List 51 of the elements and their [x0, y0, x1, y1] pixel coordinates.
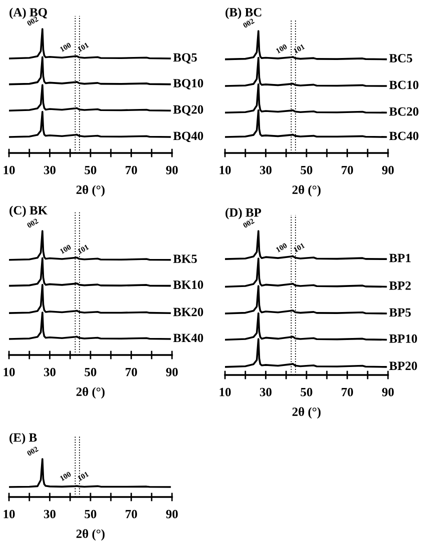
x-tick-label: 10 — [4, 166, 15, 174]
x-tick-label: 90 — [382, 388, 394, 396]
chart-title: (D) BP — [226, 208, 262, 220]
x-tick-label: 90 — [166, 510, 178, 518]
x-tick-label: 50 — [84, 166, 96, 174]
series-label: BK10 — [173, 280, 204, 289]
x-tick-label: 70 — [342, 166, 354, 174]
x-tick-label: 30 — [260, 388, 272, 396]
series-label: BQ5 — [173, 53, 197, 64]
x-tick-label: 50 — [84, 368, 96, 376]
series-label: BQ20 — [173, 105, 204, 116]
series-label: BP20 — [389, 362, 418, 370]
x-axis-title: 2θ (°) — [76, 185, 105, 197]
series-label: BK20 — [173, 308, 204, 316]
x-tick-label: 90 — [166, 368, 178, 376]
x-tick-label: 50 — [300, 166, 312, 174]
x-axis-title: 2θ (°) — [76, 529, 105, 541]
x-axis-title: 2θ (°) — [76, 387, 105, 399]
series-label: BC5 — [389, 54, 412, 62]
x-axis-title: 2θ (°) — [292, 185, 321, 197]
x-tick-label: 10 — [220, 388, 231, 396]
chart-title: (B) BC — [226, 8, 262, 20]
series-label: BC40 — [389, 132, 418, 140]
chart-title: (C) BK — [10, 206, 48, 218]
x-tick-label: 70 — [126, 368, 138, 376]
x-tick-label: 30 — [44, 368, 56, 376]
series-label: BP2 — [389, 281, 411, 290]
x-tick-label: 30 — [44, 166, 56, 174]
x-tick-label: 10 — [4, 368, 15, 376]
x-tick-label: 30 — [260, 166, 272, 174]
x-tick-label: 70 — [126, 166, 138, 174]
x-tick-label: 30 — [44, 510, 56, 518]
x-tick-label: 50 — [84, 510, 96, 518]
series-label: BP10 — [389, 334, 418, 343]
series-label: BK40 — [173, 334, 204, 342]
series-label: BC20 — [389, 107, 418, 116]
series-label: BC10 — [389, 80, 418, 90]
series-label: BK5 — [173, 254, 197, 264]
series-label: BP1 — [389, 254, 411, 262]
x-tick-label: 90 — [382, 166, 394, 174]
series-label: BQ10 — [173, 78, 204, 90]
x-tick-label: 10 — [4, 510, 15, 518]
x-tick-label: 70 — [126, 510, 138, 518]
x-axis-title: 2θ (°) — [292, 407, 321, 419]
x-tick-label: 10 — [220, 166, 231, 174]
chart-title: (E) B — [10, 432, 37, 444]
x-tick-label: 70 — [342, 388, 354, 396]
series-label: BQ40 — [173, 132, 204, 142]
x-tick-label: 50 — [300, 388, 312, 396]
x-tick-label: 90 — [166, 166, 178, 174]
series-label: BP5 — [389, 308, 411, 317]
